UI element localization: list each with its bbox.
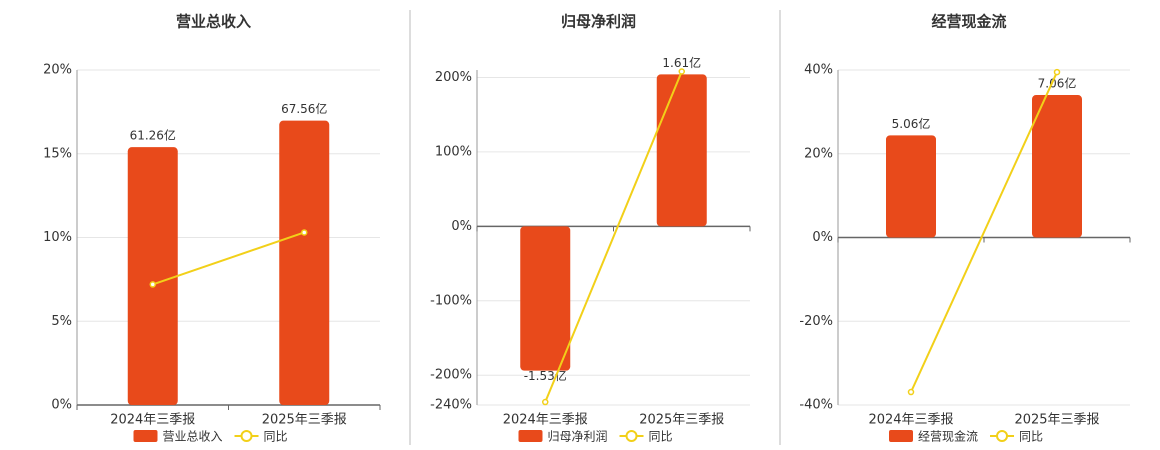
line (544, 71, 683, 403)
y-tick-label: 0% (51, 398, 72, 413)
line-point (1053, 68, 1061, 76)
chart-title: 营业总收入 (176, 13, 251, 31)
y-tick-label: 0% (812, 230, 833, 245)
bar (127, 147, 178, 405)
bar (279, 120, 330, 406)
legend-swatch (889, 430, 913, 442)
legend-label: 经营现金流 (918, 429, 978, 444)
legend-label: 同比 (649, 430, 673, 444)
line-point (301, 229, 308, 236)
legend-label: 同比 (1019, 430, 1043, 444)
y-tick-label: 10% (43, 230, 72, 245)
legend-label: 归母净利润 (548, 430, 608, 444)
x-tick-label: 2024年三季报 (110, 413, 195, 428)
bar (520, 226, 571, 371)
chart-title: 经营现金流 (931, 13, 1006, 31)
bar (656, 74, 707, 227)
y-tick-label: 0% (451, 219, 472, 234)
bar (886, 135, 936, 238)
legend-swatch (625, 430, 638, 442)
bar (1032, 95, 1082, 238)
legend-label: 同比 (264, 430, 288, 444)
y-tick-label: -40% (799, 398, 833, 413)
x-tick-label: 2025年三季报 (639, 413, 724, 428)
line (152, 231, 305, 286)
data-label: 61.26亿 (130, 128, 176, 143)
x-tick-label: 2024年三季报 (503, 413, 588, 428)
y-tick-label: -100% (430, 293, 472, 308)
x-tick-label: 2025年三季报 (262, 413, 347, 428)
chart-title: 归母净利润 (561, 13, 636, 31)
y-tick-label: 20% (804, 146, 833, 161)
y-tick-label: 15% (43, 146, 72, 161)
line-point (542, 398, 549, 406)
y-tick-label: 20% (43, 63, 72, 78)
line-point (149, 281, 156, 288)
y-tick-label: 5% (51, 314, 72, 329)
legend-swatch (133, 430, 158, 442)
data-label: 1.61亿 (662, 55, 701, 70)
x-tick-label: 2024年三季报 (868, 413, 953, 428)
y-tick-label: 40% (804, 63, 833, 78)
y-tick-label: -200% (430, 368, 472, 383)
legend-swatch (996, 430, 1009, 442)
data-label: 7.06亿 (1038, 76, 1077, 91)
data-label: -1.53亿 (524, 368, 567, 383)
line-point (907, 388, 915, 396)
line (910, 71, 1058, 393)
legend-swatch (240, 430, 253, 442)
x-tick-label: 2025年三季报 (1014, 413, 1099, 428)
legend-label: 营业总收入 (163, 430, 223, 444)
line-point (678, 68, 685, 75)
data-label: 5.06亿 (892, 116, 931, 131)
y-tick-label: 200% (435, 70, 472, 85)
data-label: 67.56亿 (281, 101, 327, 116)
legend-swatch (518, 430, 543, 442)
y-tick-label: -240% (430, 398, 472, 413)
y-tick-label: 100% (435, 144, 472, 159)
y-tick-label: -20% (799, 314, 833, 329)
